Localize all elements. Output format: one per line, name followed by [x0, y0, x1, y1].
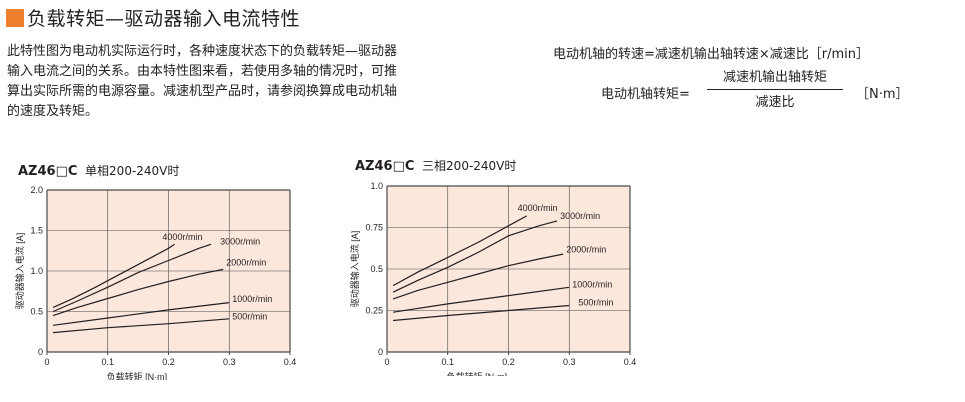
series-label: 2000r/min — [226, 257, 266, 267]
x-tick-label: 0.4 — [624, 357, 637, 367]
intro-line: 输入电流之间的关系。由本特性图来看，若使用多轴的情况时，可推 — [7, 64, 398, 79]
intro-line: 算出实际所需的电源容量。减速机型产品时，请参阅换算成电动机轴 — [7, 84, 398, 99]
series-label: 3000r/min — [560, 211, 600, 221]
intro-paragraph: 此特性图为电动机实际运行时，各种速度状态下的负载转矩—驱动器 输入电流之间的关系… — [7, 42, 482, 122]
y-tick-label: 2.0 — [30, 185, 43, 195]
chart1-power: 单相200-240V时 — [85, 164, 180, 178]
chart2-header: AZ46□C 三相200-240V时 — [355, 157, 516, 174]
series-line-3000rpm — [392, 220, 558, 293]
section-header: 负载转矩—驱动器输入电流特性 — [6, 4, 300, 31]
series-line-4000rpm — [392, 215, 527, 287]
series-line-500rpm — [53, 318, 230, 334]
x-tick-label: 0.2 — [162, 357, 175, 367]
x-tick-label: 0.1 — [441, 357, 454, 367]
x-tick-label: 0 — [44, 357, 49, 367]
x-tick-label: 0.4 — [284, 357, 297, 367]
page-title: 负载转矩—驱动器输入电流特性 — [27, 8, 301, 30]
series-line-3000rpm — [52, 243, 212, 313]
y-tick-label: 0 — [378, 347, 383, 357]
x-tick-label: 0 — [384, 357, 389, 367]
x-axis-label: 负载转矩 [N·m] — [107, 371, 168, 380]
series-label: 500r/min — [578, 298, 613, 308]
series-label: 1000r/min — [232, 294, 272, 304]
x-tick-label: 0.2 — [502, 357, 515, 367]
y-axis-label: 驱动器输入电流 [A] — [349, 231, 360, 308]
fraction-denominator: 减速比 — [755, 95, 795, 110]
x-tick-label: 0.3 — [223, 357, 236, 367]
chart1-model: AZ46□C — [18, 164, 78, 179]
y-tick-label: 0 — [38, 347, 43, 357]
fraction-bar — [707, 89, 843, 90]
motor-torque-unit: ［N·m］ — [856, 87, 909, 102]
series-line-1000rpm — [53, 302, 230, 326]
chart2-model: AZ46□C — [355, 159, 415, 174]
series-line-2000rpm — [392, 253, 564, 300]
series-label: 3000r/min — [220, 236, 260, 246]
y-tick-label: 0.75 — [365, 223, 383, 233]
series-line-4000rpm — [52, 243, 175, 308]
orange-square-icon — [6, 8, 24, 27]
series-line-2000rpm — [52, 268, 224, 317]
y-tick-label: 0.5 — [370, 264, 383, 274]
y-tick-label: 0.5 — [30, 307, 43, 317]
series-label: 2000r/min — [566, 244, 606, 254]
y-tick-label: 1.5 — [30, 226, 43, 236]
x-tick-label: 0.3 — [563, 357, 576, 367]
series-label: 4000r/min — [162, 232, 202, 242]
series-label: 500r/min — [232, 312, 267, 322]
motor-torque-fraction: 减速机输出轴转矩 减速比 — [707, 69, 843, 111]
y-tick-label: 1.0 — [370, 181, 383, 191]
series-line-500rpm — [393, 304, 570, 322]
intro-line: 此特性图为电动机实际运行时，各种速度状态下的负载转矩—驱动器 — [7, 44, 398, 59]
series-line-1000rpm — [393, 286, 570, 313]
motor-torque-formula-lhs: 电动机轴转矩= — [601, 87, 690, 102]
series-label: 1000r/min — [572, 279, 612, 289]
y-axis-label: 驱动器输入电流 [A] — [14, 233, 25, 310]
x-tick-label: 0.1 — [101, 357, 114, 367]
fraction-numerator: 减速机输出轴转矩 — [722, 70, 827, 85]
y-tick-label: 0.25 — [365, 306, 383, 316]
chart1-header: AZ46□C 单相200-240V时 — [18, 162, 179, 179]
chart1-svg: 0 0.1 0.2 0.3 0.4 0 0.5 1.0 1.5 2.0 负载转矩 [N·m] 驱动器输… — [14, 185, 297, 380]
series-label: 4000r/min — [518, 203, 558, 213]
x-axis-label: 负载转矩 [N·m] — [447, 371, 508, 376]
motor-speed-formula: 电动机轴的转速=减速机输出轴转速×减速比［r/min］ — [553, 47, 870, 62]
chart2-power: 三相200-240V时 — [422, 159, 517, 173]
intro-line: 的速度及转矩。 — [7, 104, 99, 119]
chart2-svg: 0 0.1 0.2 0.3 0.4 0 0.25 0.5 0.75 1.0 负载转矩 [N·m] 驱动… — [349, 181, 637, 376]
y-tick-label: 1.0 — [30, 266, 43, 276]
